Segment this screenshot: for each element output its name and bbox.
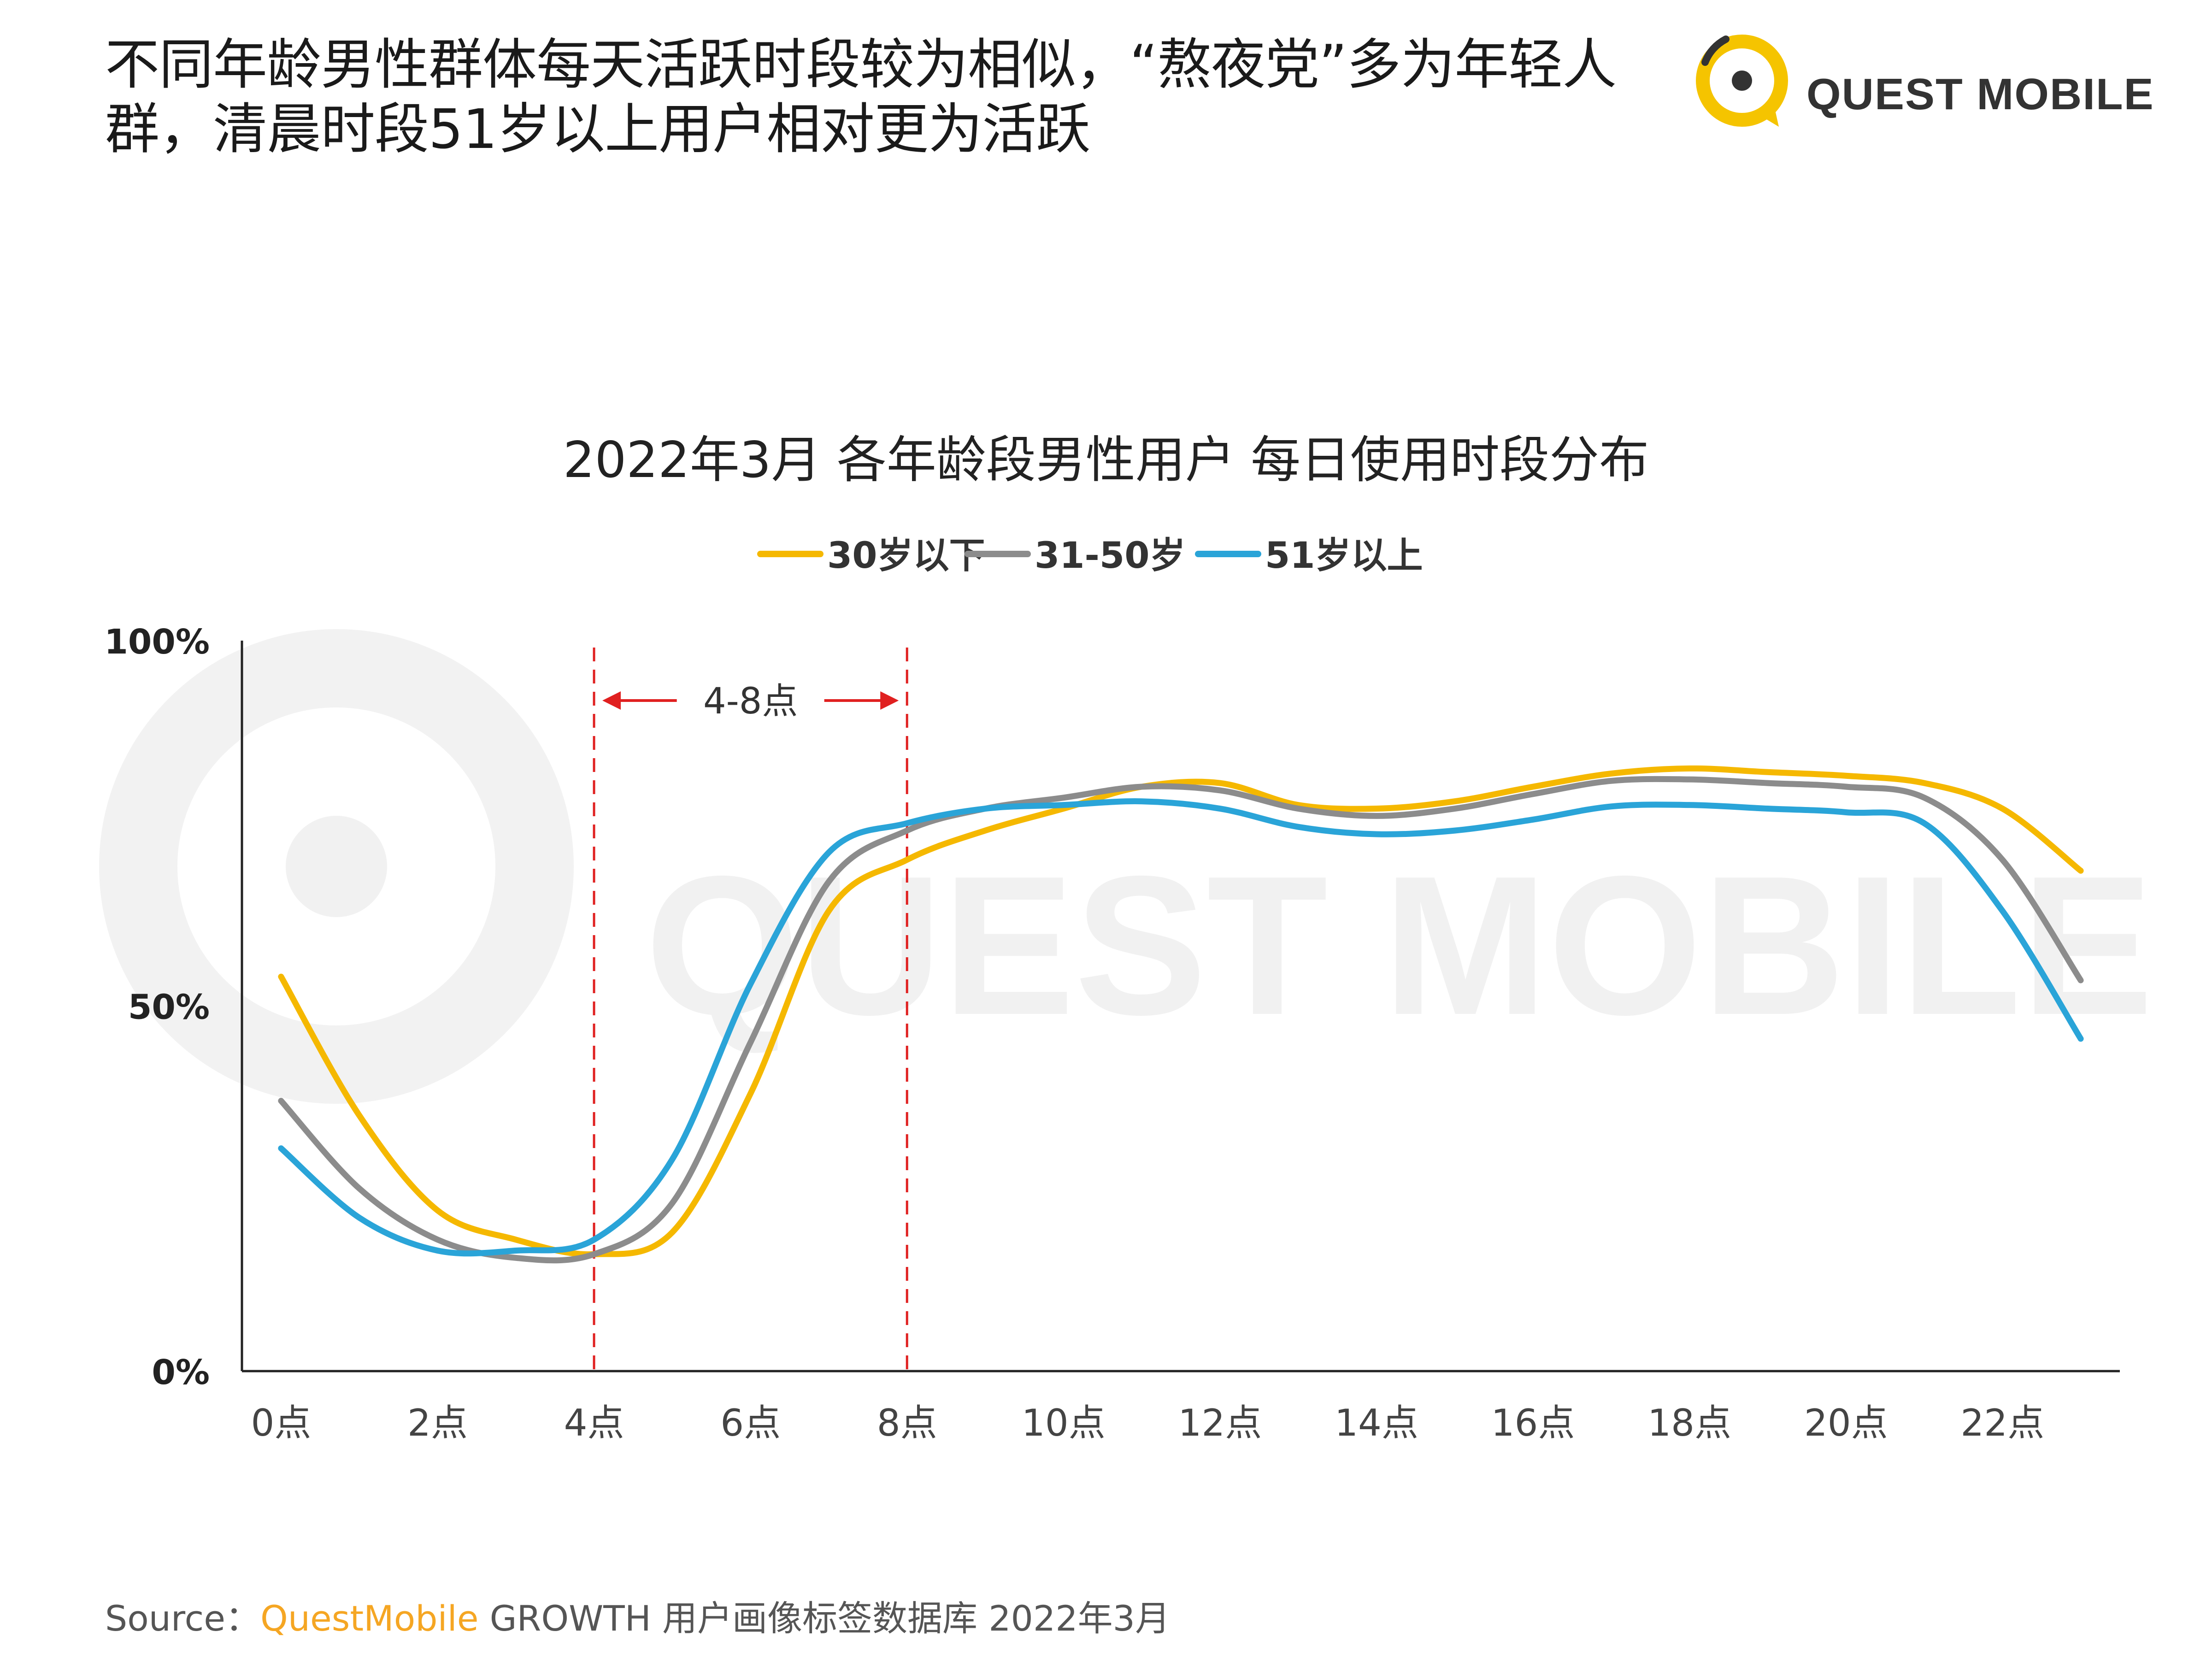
x-tick-label-10: 10点 — [1022, 1402, 1106, 1444]
series-line-3 — [278, 798, 2084, 1257]
source-rest: GROWTH 用户画像标签数据库 2022年3月 — [478, 1598, 1170, 1639]
x-tick-label-2: 2点 — [407, 1402, 468, 1444]
brand-logo-text: QUEST MOBILE — [1806, 70, 2154, 119]
legend-label-1: 30岁以下 — [827, 535, 985, 577]
x-tick-label-16: 16点 — [1491, 1402, 1575, 1444]
headline-line-2: 群，清晨时段51岁以上用户相对更为活跃 — [105, 97, 1090, 161]
x-tick-label-6: 6点 — [720, 1402, 781, 1444]
legend-label-3: 51岁以上 — [1265, 535, 1423, 577]
x-tick-label-14: 14点 — [1335, 1402, 1418, 1444]
annotation-arrowhead-left-icon — [602, 691, 621, 710]
brand-logo: QUEST MOBILE — [1687, 28, 2153, 134]
headline-line-1: 不同年龄男性群体每天活跃时段较为相似，“熬夜党”多为年轻人 — [105, 33, 1617, 96]
watermark-ring-icon — [99, 629, 574, 1104]
watermark: QUEST MOBILE — [99, 629, 2153, 1104]
x-tick-label-12: 12点 — [1178, 1402, 1262, 1444]
x-tick-label-20: 20点 — [1804, 1402, 1888, 1444]
source-prefix: Source： — [105, 1598, 261, 1639]
y-tick-label-50: 50% — [128, 988, 210, 1027]
legend-label-2: 31-50岁 — [1035, 535, 1185, 577]
x-tick-label-4: 4点 — [564, 1402, 624, 1444]
headline: 不同年龄男性群体每天活跃时段较为相似，“熬夜党”多为年轻人 群，清晨时段51岁以… — [105, 32, 1663, 161]
y-tick-label-0: 0% — [152, 1353, 210, 1392]
x-tick-label-0: 0点 — [251, 1402, 311, 1444]
y-tick-label-100: 100% — [104, 622, 210, 662]
series-line-2 — [278, 776, 2084, 1264]
watermark-text: QUEST MOBILE — [645, 835, 2153, 1056]
chart-title: 2022年3月 各年龄段男性用户 每日使用时段分布 — [563, 431, 1649, 489]
annotation-label: 4-8点 — [703, 681, 798, 722]
quest-mobile-logo-icon — [1696, 35, 1788, 127]
watermark-dot-icon — [286, 816, 387, 917]
x-tick-label-8: 8点 — [877, 1402, 937, 1444]
source-brand: QuestMobile — [260, 1598, 479, 1639]
source-note: Source：QuestMobile GROWTH 用户画像标签数据库 2022… — [105, 1590, 1170, 1641]
x-tick-label-22: 22点 — [1960, 1402, 2044, 1444]
x-tick-label-18: 18点 — [1647, 1402, 1731, 1444]
annotation-arrowhead-right-icon — [880, 691, 899, 710]
